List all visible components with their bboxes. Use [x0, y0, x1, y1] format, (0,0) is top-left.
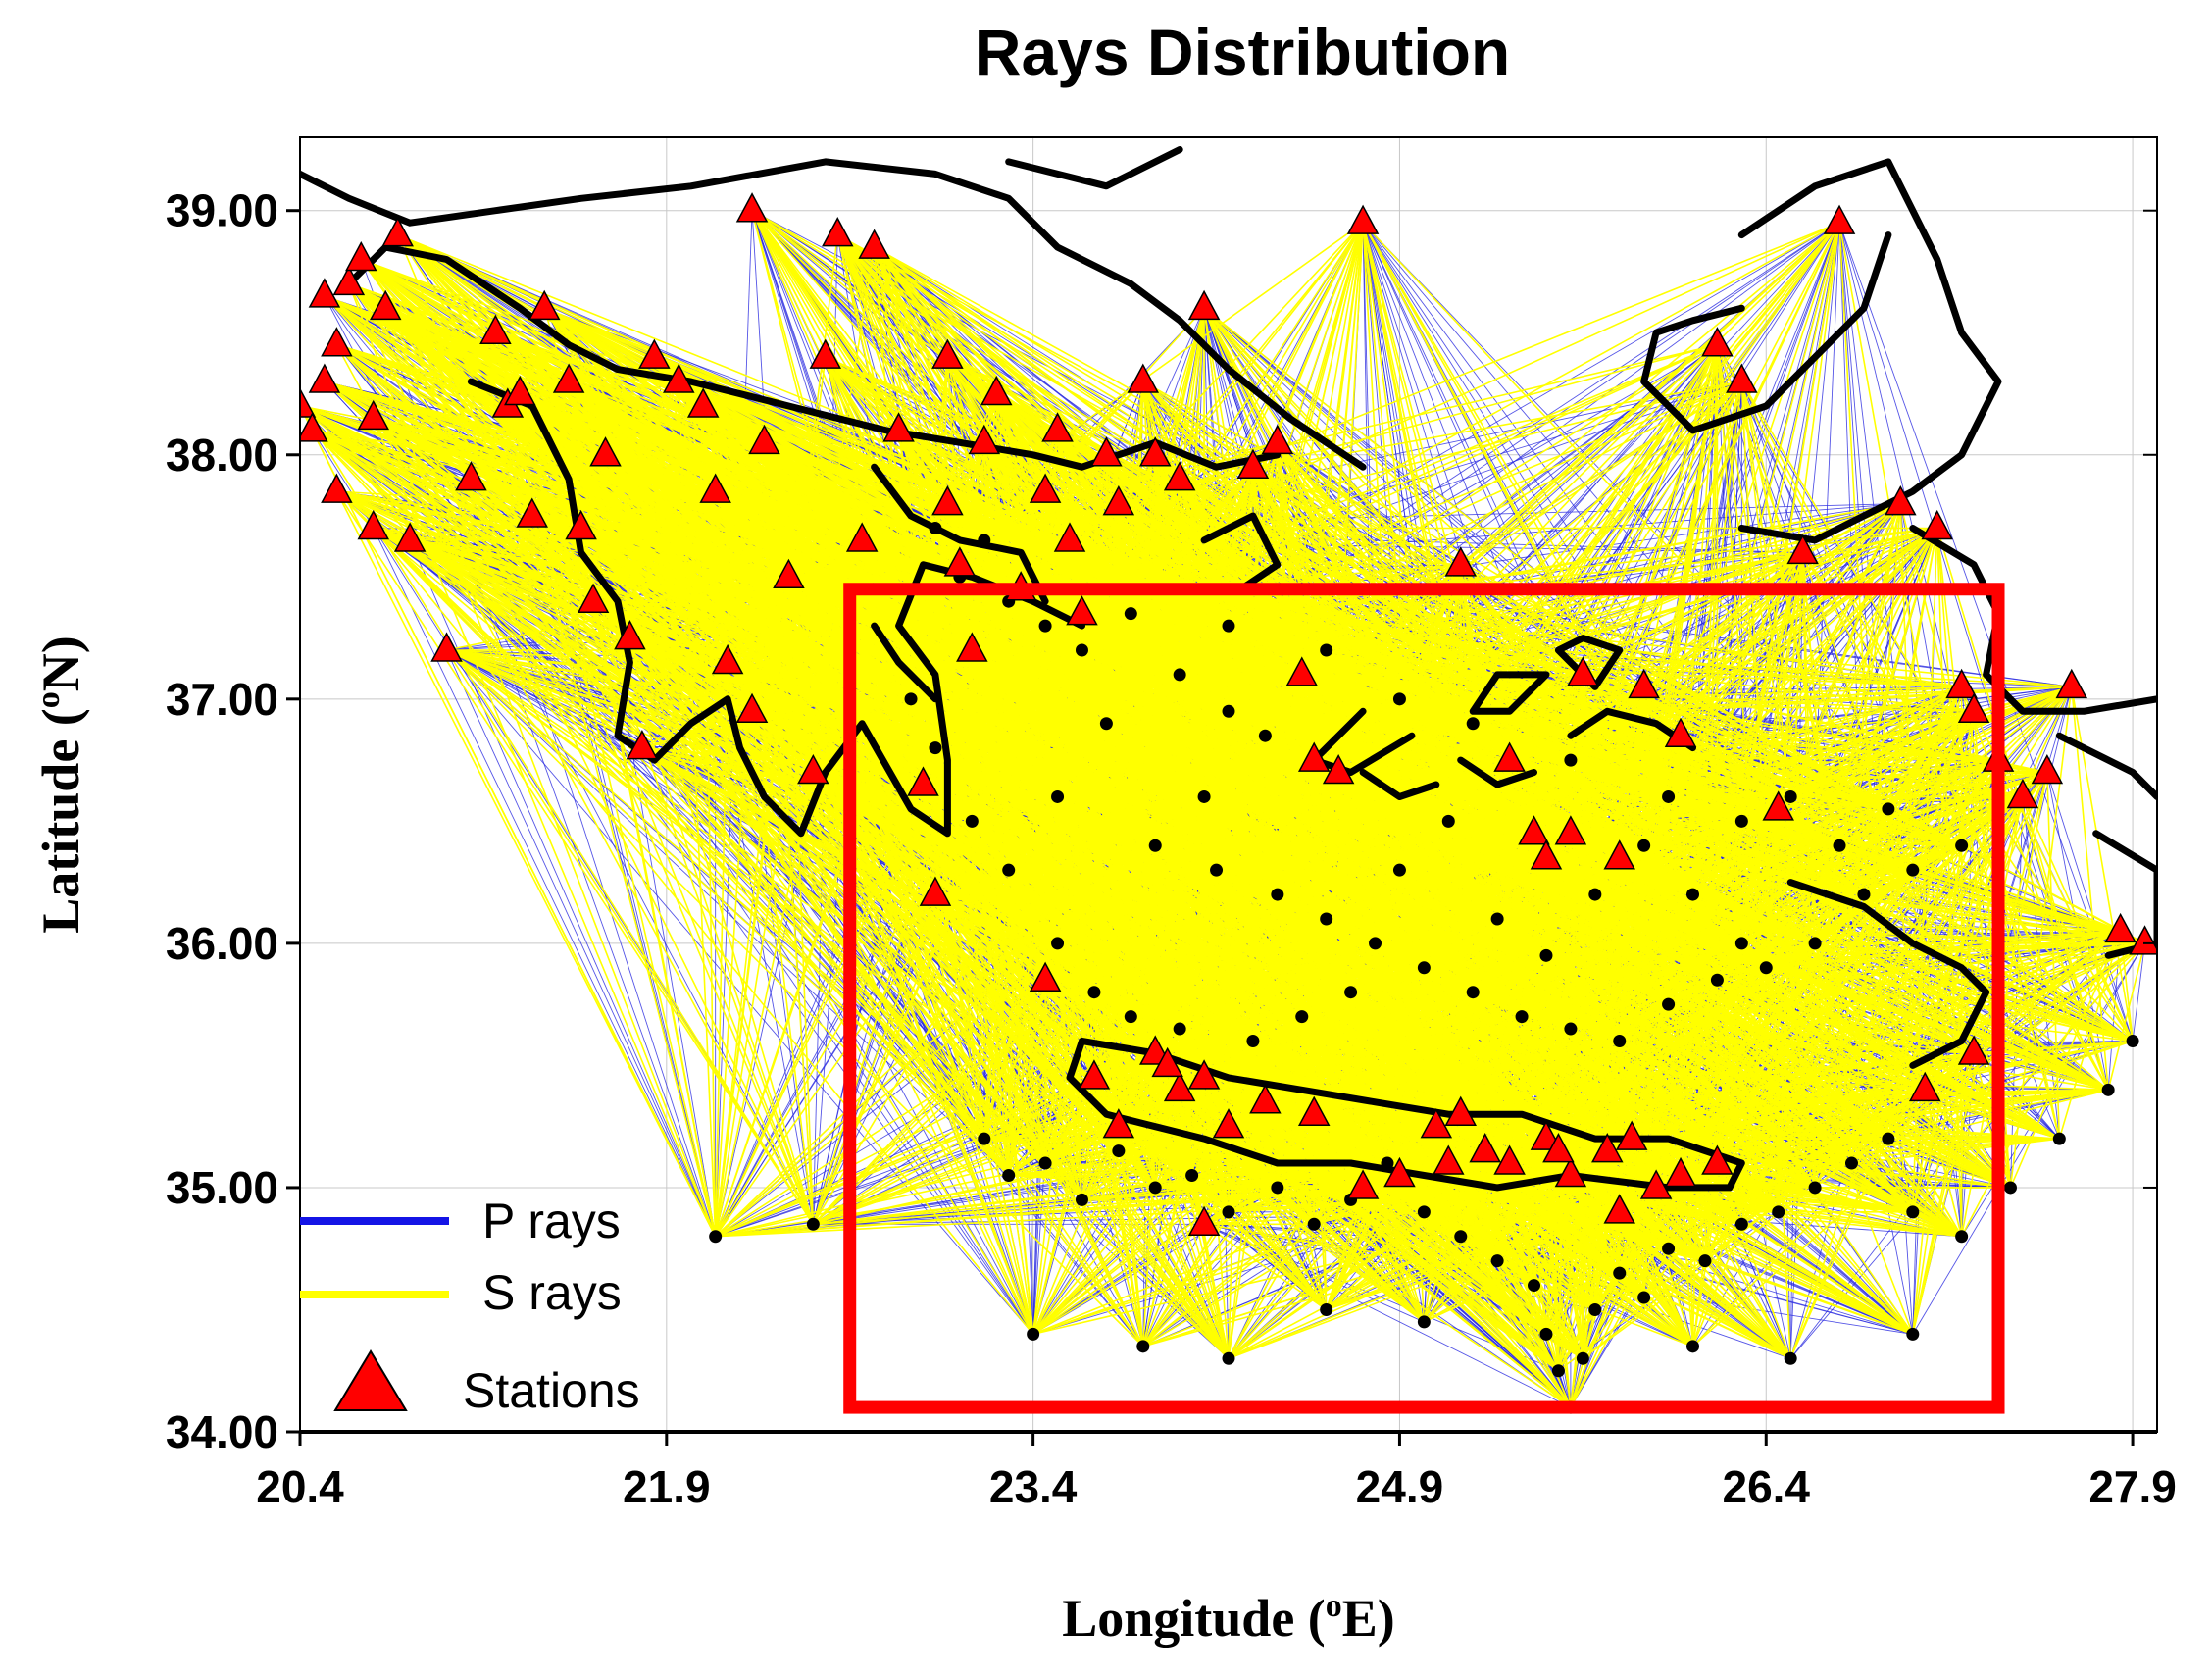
s-ray-path	[714, 662, 729, 1237]
s-ray-path	[861, 539, 1230, 1359]
s-ray-path	[409, 539, 1559, 1372]
s-ray-path	[335, 490, 985, 1140]
s-ray-path	[335, 490, 1010, 1177]
p-ray-path	[494, 332, 717, 1237]
s-ray-path	[922, 784, 985, 1140]
s-ray-path	[531, 515, 815, 1225]
p-ray-path	[2132, 942, 2145, 1042]
s-ray-path	[714, 442, 766, 1237]
s-ray-path	[335, 490, 815, 1225]
s-ray-path	[751, 710, 1034, 1335]
map-title: Rays Distribution	[975, 16, 1510, 88]
s-ray-path	[1325, 223, 1364, 651]
s-ray-path	[530, 515, 717, 1237]
map-plot-area	[300, 137, 2157, 1432]
p-ray-path	[360, 259, 717, 1237]
s-ray-path	[714, 772, 815, 1237]
p-ray-path	[446, 649, 1010, 1176]
s-ray-paths	[300, 210, 2146, 1408]
s-ray-path	[348, 283, 717, 1238]
s-ray-path	[604, 454, 1046, 1164]
p-ray-path	[2046, 772, 2134, 1042]
p-ray-path	[446, 649, 717, 1237]
s-ray-path	[922, 528, 936, 786]
s-ray-path	[812, 772, 1230, 1359]
s-ray-path	[678, 381, 717, 1237]
s-ray-path	[311, 430, 717, 1238]
s-ray-path	[446, 649, 1046, 1164]
s-ray-path	[446, 649, 1120, 1152]
s-ray-path	[934, 222, 1364, 749]
s-ray-path	[934, 441, 1279, 530]
p-ray-path	[1838, 223, 2134, 1042]
s-ray-path	[445, 649, 985, 1140]
s-ray-path	[335, 490, 717, 1238]
p-ray-path	[1740, 552, 1804, 822]
p-ray-path	[1203, 1223, 1572, 1408]
s-ray-path	[1044, 222, 1364, 627]
s-ray-path	[751, 710, 1083, 1200]
s-ray-path	[592, 601, 717, 1237]
p-ray-path	[373, 528, 717, 1237]
s-ray-path	[592, 600, 815, 1225]
s-ray-path	[714, 577, 790, 1237]
s-ray-path	[470, 479, 1083, 1200]
s-ray-path	[825, 356, 912, 700]
s-ray-path	[787, 577, 815, 1225]
s-ray-path	[751, 710, 1120, 1152]
s-ray-path	[1277, 223, 1364, 895]
